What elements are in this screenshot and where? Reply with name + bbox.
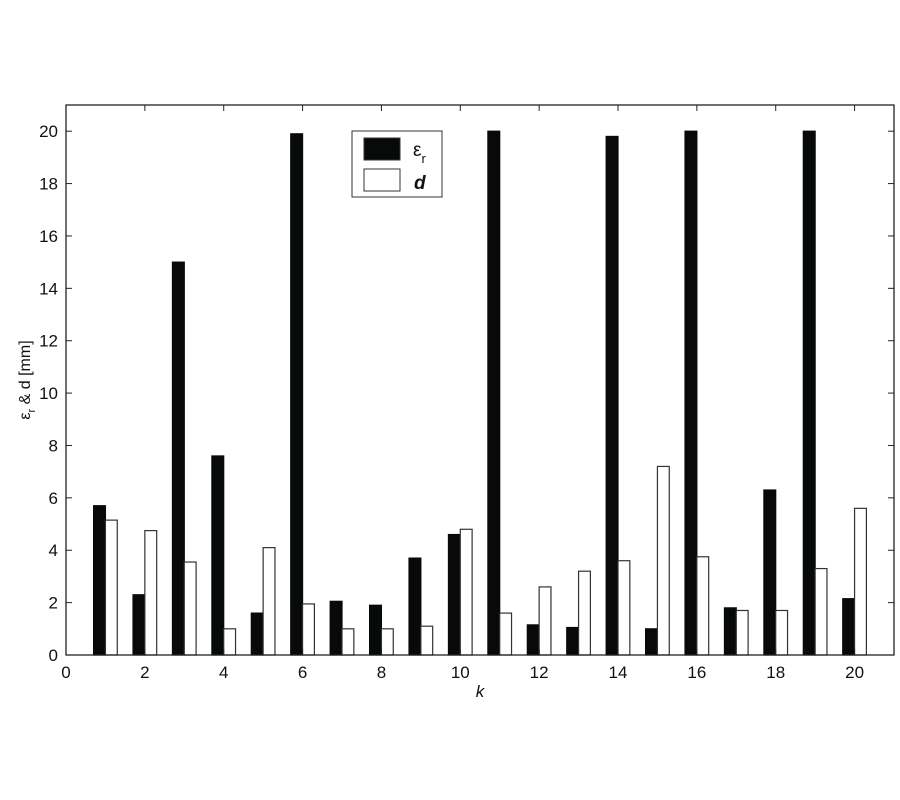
x-tick-label: 14 <box>609 663 628 682</box>
bar-er-2 <box>132 594 146 656</box>
bar-d-12 <box>538 586 552 656</box>
bar-er-9 <box>408 557 422 656</box>
bar-er-7 <box>329 600 343 656</box>
bar-d-18 <box>775 609 789 656</box>
bar-d-10 <box>459 528 473 656</box>
bar-d-15 <box>656 465 670 656</box>
bar-d-17 <box>735 609 749 656</box>
y-tick-label: 10 <box>39 384 58 403</box>
bar-d-8 <box>380 628 394 656</box>
y-tick-label: 0 <box>49 646 58 665</box>
bar-d-2 <box>144 529 158 656</box>
x-tick-label: 18 <box>766 663 785 682</box>
bar-d-9 <box>420 625 434 656</box>
bar-d-11 <box>499 612 513 656</box>
y-tick-label: 12 <box>39 332 58 351</box>
bar-er-18 <box>763 489 777 656</box>
bar-d-13 <box>577 570 591 656</box>
bar-er-11 <box>487 130 501 656</box>
y-tick-label: 16 <box>39 227 58 246</box>
bar-d-3 <box>183 561 197 656</box>
bar-d-7 <box>341 628 355 656</box>
bar-d-14 <box>617 560 631 656</box>
bar-er-12 <box>526 624 540 656</box>
legend-label-d: d <box>414 173 426 194</box>
x-tick-label: 2 <box>140 663 149 682</box>
y-tick-label: 14 <box>39 279 58 298</box>
x-tick-label: 16 <box>687 663 706 682</box>
bar-er-5 <box>250 612 264 656</box>
bar-er-8 <box>369 604 383 656</box>
y-tick-label: 2 <box>49 594 58 613</box>
bar-d-4 <box>223 628 237 656</box>
bar-d-19 <box>814 567 828 656</box>
bar-d-6 <box>301 603 316 656</box>
x-tick-label: 6 <box>298 663 307 682</box>
legend-label-er: εr <box>413 140 426 166</box>
x-tick-label: 10 <box>451 663 470 682</box>
legend-swatch-d <box>363 168 401 192</box>
bar-er-17 <box>723 607 737 656</box>
bar-er-1 <box>92 505 107 656</box>
plot-area-frame <box>65 104 895 656</box>
bar-er-13 <box>566 626 580 656</box>
legend-swatch-er <box>363 137 401 161</box>
y-tick-label: 4 <box>49 541 58 560</box>
x-tick-label: 8 <box>377 663 386 682</box>
legend: εr d <box>351 130 443 198</box>
x-axis-label: k <box>476 682 486 701</box>
y-tick-label: 6 <box>49 489 58 508</box>
bar-er-3 <box>171 261 185 656</box>
bar-er-14 <box>605 135 619 656</box>
axis-ticks: 0 2 4 6 8 10 12 14 16 18 20 0 2 4 6 8 10 12 14 16 18 20 <box>39 105 894 682</box>
x-tick-label: 0 <box>61 663 70 682</box>
x-tick-label: 4 <box>219 663 228 682</box>
bar-d-1 <box>104 519 118 656</box>
x-tick-label: 20 <box>845 663 864 682</box>
bar-er-16 <box>684 130 698 656</box>
bar-er-19 <box>802 130 816 656</box>
bar-er-6 <box>290 133 304 656</box>
y-axis-label: εr & d [mm] <box>17 340 38 419</box>
bar-er-20 <box>842 598 856 656</box>
bar-d-5 <box>262 547 276 656</box>
y-tick-label: 20 <box>39 122 58 141</box>
y-tick-label: 8 <box>49 436 58 455</box>
bars-group <box>92 130 867 656</box>
bar-er-15 <box>644 628 659 656</box>
bar-d-16 <box>696 556 710 656</box>
bar-er-4 <box>211 455 225 656</box>
bar-d-20 <box>853 507 867 656</box>
bar-er-10 <box>447 533 461 656</box>
x-tick-label: 12 <box>530 663 549 682</box>
y-tick-label: 18 <box>39 175 58 194</box>
